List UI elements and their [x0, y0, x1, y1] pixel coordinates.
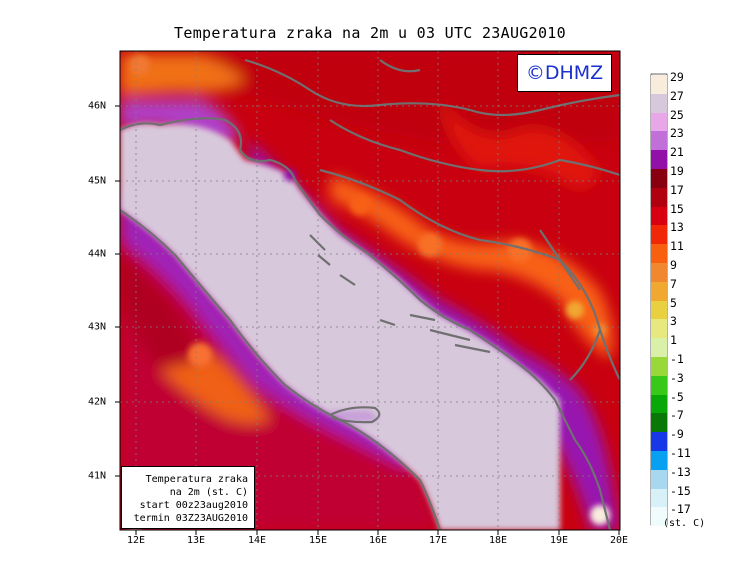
- colorbar-label: -5: [670, 389, 684, 404]
- colorbar-label: 27: [670, 88, 684, 103]
- colorbar-label: -1: [670, 352, 684, 366]
- colorbar-swatch: [651, 150, 667, 169]
- colorbar-swatch: [651, 319, 667, 339]
- colorbar-swatch: [651, 75, 667, 94]
- colorbar-swatch: [651, 281, 667, 301]
- colorbar-swatch: [651, 432, 667, 451]
- lon-label: 12E: [126, 535, 146, 546]
- colorbar-swatch: [651, 451, 667, 470]
- colorbar-label: 9: [670, 258, 677, 272]
- lon-label: 19E: [549, 535, 569, 546]
- lat-label: 43N: [88, 321, 107, 333]
- colorbar-label: 25: [670, 107, 684, 122]
- colorbar-unit: (st. C): [663, 518, 706, 529]
- info-line-start: start 00z23aug2010: [139, 500, 248, 511]
- colorbar-swatch: [651, 469, 667, 489]
- colorbar-label: 7: [670, 276, 677, 291]
- lon-label: 16E: [368, 535, 388, 546]
- lon-label: 20E: [609, 535, 629, 546]
- lat-label: 45N: [88, 175, 107, 187]
- colorbar-label: -11: [670, 446, 691, 460]
- colorbar-swatch: [651, 169, 667, 188]
- colorbar-label: -3: [670, 370, 684, 385]
- colorbar-swatch: [651, 206, 667, 226]
- lon-label: 15E: [308, 535, 328, 546]
- lon-label: 14E: [247, 535, 267, 546]
- colorbar-label: 11: [670, 239, 684, 254]
- lat-label: 42N: [88, 396, 107, 408]
- dhmz-logo: ©DHMZ: [517, 54, 612, 92]
- colorbar-label: -15: [670, 483, 691, 498]
- colorbar-label: -7: [670, 408, 684, 423]
- colorbar-swatch: [651, 187, 667, 207]
- colorbar-swatch: [651, 394, 667, 414]
- colorbar-swatch: [651, 338, 667, 357]
- colorbar-label: 29: [670, 70, 684, 84]
- map-field: [120, 51, 620, 530]
- lon-label: 17E: [428, 535, 448, 546]
- colorbar-label: 23: [670, 126, 684, 141]
- colorbar-swatch: [651, 357, 667, 376]
- colorbar-label: 1: [670, 333, 677, 348]
- colorbar-swatch: [651, 375, 667, 395]
- info-line-termin: termin 03Z23AUG2010: [133, 513, 248, 524]
- colorbar-swatch: [651, 225, 667, 245]
- colorbar-label: 21: [670, 145, 684, 160]
- lat-label: 44N: [88, 248, 107, 260]
- colorbar-swatch: [651, 112, 667, 132]
- colorbar-label: 19: [670, 164, 684, 178]
- colorbar-label: 3: [670, 314, 677, 329]
- lat-label: 41N: [88, 470, 107, 482]
- lon-label: 18E: [488, 535, 508, 546]
- colorbar-label: -9: [670, 427, 684, 442]
- lon-label: 13E: [186, 535, 206, 546]
- map-title: Temperatura zraka na 2m u 03 UTC 23AUG20…: [174, 24, 566, 42]
- colorbar-swatch: [651, 93, 667, 113]
- info-line-title: Temperatura zraka: [145, 474, 248, 485]
- colorbar-label: 15: [670, 201, 684, 216]
- colorbar-label: 13: [670, 220, 684, 235]
- colorbar-swatch: [651, 244, 667, 263]
- colorbar-label: -17: [670, 502, 691, 517]
- colorbar-label: 5: [670, 295, 677, 310]
- lat-label: 46N: [88, 100, 107, 112]
- colorbar-swatch: [651, 263, 667, 282]
- colorbar-swatch: [651, 300, 667, 320]
- colorbar-swatch: [651, 507, 667, 527]
- colorbar-swatch: [651, 413, 667, 433]
- info-box: Temperatura zraka na 2m (st. C) start 00…: [121, 466, 255, 529]
- info-line-units: na 2m (st. C): [169, 487, 248, 498]
- colorbar-label: 17: [670, 182, 684, 197]
- colorbar-swatch: [651, 488, 667, 508]
- colorbar-label: -13: [670, 464, 691, 479]
- colorbar-swatch: [651, 131, 667, 151]
